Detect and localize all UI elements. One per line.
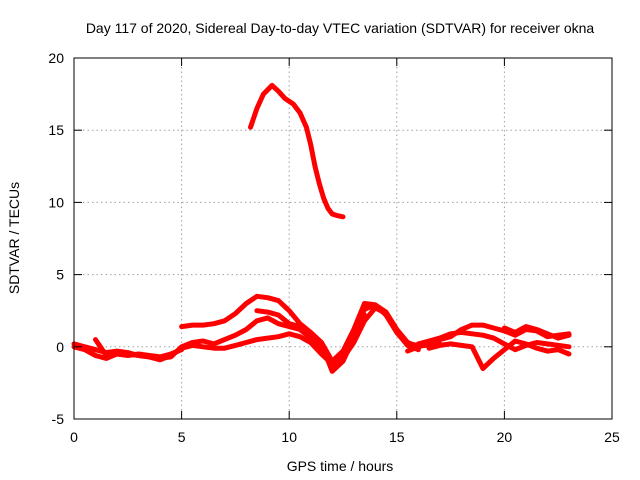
series-line-9 bbox=[426, 338, 572, 371]
series-line-1 bbox=[248, 82, 346, 220]
series-line-6 bbox=[71, 344, 185, 361]
x-axis-label: GPS time / hours bbox=[287, 458, 394, 474]
series-line-4 bbox=[179, 293, 421, 364]
y-tick-label: 20 bbox=[48, 50, 64, 66]
x-tick-label: 20 bbox=[497, 429, 513, 445]
y-tick-label: 5 bbox=[56, 267, 64, 283]
grid bbox=[74, 58, 612, 419]
plot-frame bbox=[73, 57, 613, 420]
y-tick-label: 10 bbox=[48, 194, 64, 210]
series-layer bbox=[71, 82, 572, 374]
series-line-8 bbox=[415, 329, 572, 353]
y-tick-label: -5 bbox=[52, 411, 65, 427]
series-line-10 bbox=[501, 324, 572, 341]
chart-title: Day 117 of 2020, Sidereal Day-to-day VTE… bbox=[86, 20, 595, 36]
series-line-5 bbox=[254, 308, 367, 374]
x-tick-label: 15 bbox=[389, 429, 405, 445]
y-tick-label: 0 bbox=[56, 339, 64, 355]
x-tick-label: 10 bbox=[281, 429, 297, 445]
x-tick-label: 25 bbox=[604, 429, 620, 445]
ticks: 0 5 10 15 20 25 -5 0 5 10 15 20 bbox=[48, 50, 620, 445]
y-axis-label: SDTVAR / TECUs bbox=[6, 182, 22, 294]
y-tick-label: 15 bbox=[48, 122, 64, 138]
x-tick-label: 0 bbox=[70, 429, 78, 445]
x-tick-label: 5 bbox=[178, 429, 186, 445]
